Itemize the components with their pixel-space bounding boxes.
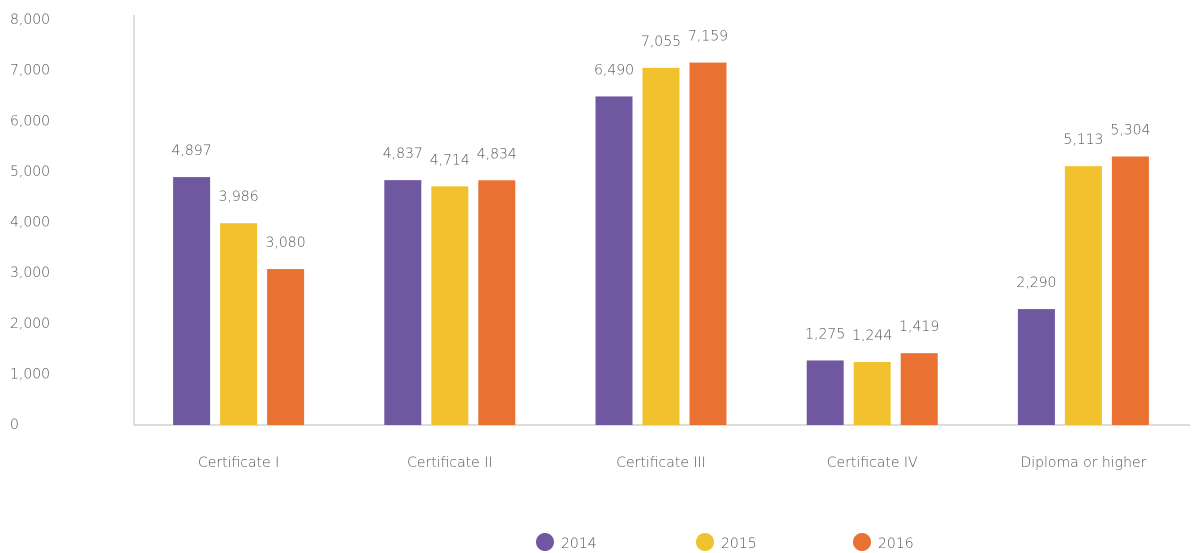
- value-label: 4,714: [430, 152, 470, 168]
- value-label: 1,275: [805, 326, 845, 342]
- legend-swatch: [853, 533, 871, 551]
- bar: [900, 353, 938, 425]
- x-tick-label: Certificate I: [198, 455, 279, 471]
- value-label: 5,113: [1063, 132, 1103, 148]
- value-label: 3,080: [266, 235, 306, 251]
- bar: [642, 67, 680, 425]
- legend-label: 2014: [561, 536, 597, 552]
- bar: [689, 62, 727, 426]
- x-tick-label: Diploma or higher: [1020, 455, 1146, 471]
- value-label: 1,244: [852, 328, 892, 344]
- value-label: 4,834: [477, 146, 517, 162]
- bar: [220, 223, 258, 425]
- y-tick-label: 7,000: [10, 63, 50, 79]
- bar: [478, 180, 516, 425]
- value-label: 4,837: [383, 146, 423, 162]
- legend-label: 2016: [878, 536, 914, 552]
- y-tick-label: 4,000: [10, 215, 50, 231]
- bar: [267, 269, 305, 425]
- bar: [1111, 156, 1149, 426]
- x-tick-label: Certificate IV: [827, 455, 918, 471]
- value-label: 1,419: [899, 319, 939, 335]
- value-label: 4,897: [172, 143, 212, 159]
- value-label: 6,490: [594, 62, 634, 78]
- x-tick-label: Certificate II: [407, 455, 492, 471]
- value-label: 5,304: [1110, 122, 1150, 138]
- bar: [1064, 166, 1102, 426]
- x-tick-label: Certificate III: [616, 455, 706, 471]
- legend-swatch: [696, 533, 714, 551]
- legend-label: 2015: [721, 536, 757, 552]
- bar: [595, 96, 633, 425]
- y-tick-label: 6,000: [10, 113, 50, 129]
- y-tick-label: 3,000: [10, 265, 50, 281]
- value-label: 2,290: [1016, 275, 1056, 291]
- y-tick-label: 0: [10, 417, 19, 433]
- y-tick-label: 8,000: [10, 12, 50, 28]
- bar: [384, 180, 422, 425]
- bar: [806, 360, 844, 425]
- y-tick-label: 2,000: [10, 316, 50, 332]
- value-label: 7,159: [688, 29, 728, 45]
- legend-swatch: [536, 533, 554, 551]
- bar: [853, 362, 891, 425]
- bar: [431, 186, 469, 425]
- bar: [1017, 309, 1055, 425]
- y-tick-label: 1,000: [10, 366, 50, 382]
- y-tick-label: 5,000: [10, 164, 50, 180]
- value-label: 7,055: [641, 34, 681, 50]
- bar: [173, 177, 211, 425]
- value-label: 3,986: [219, 189, 259, 205]
